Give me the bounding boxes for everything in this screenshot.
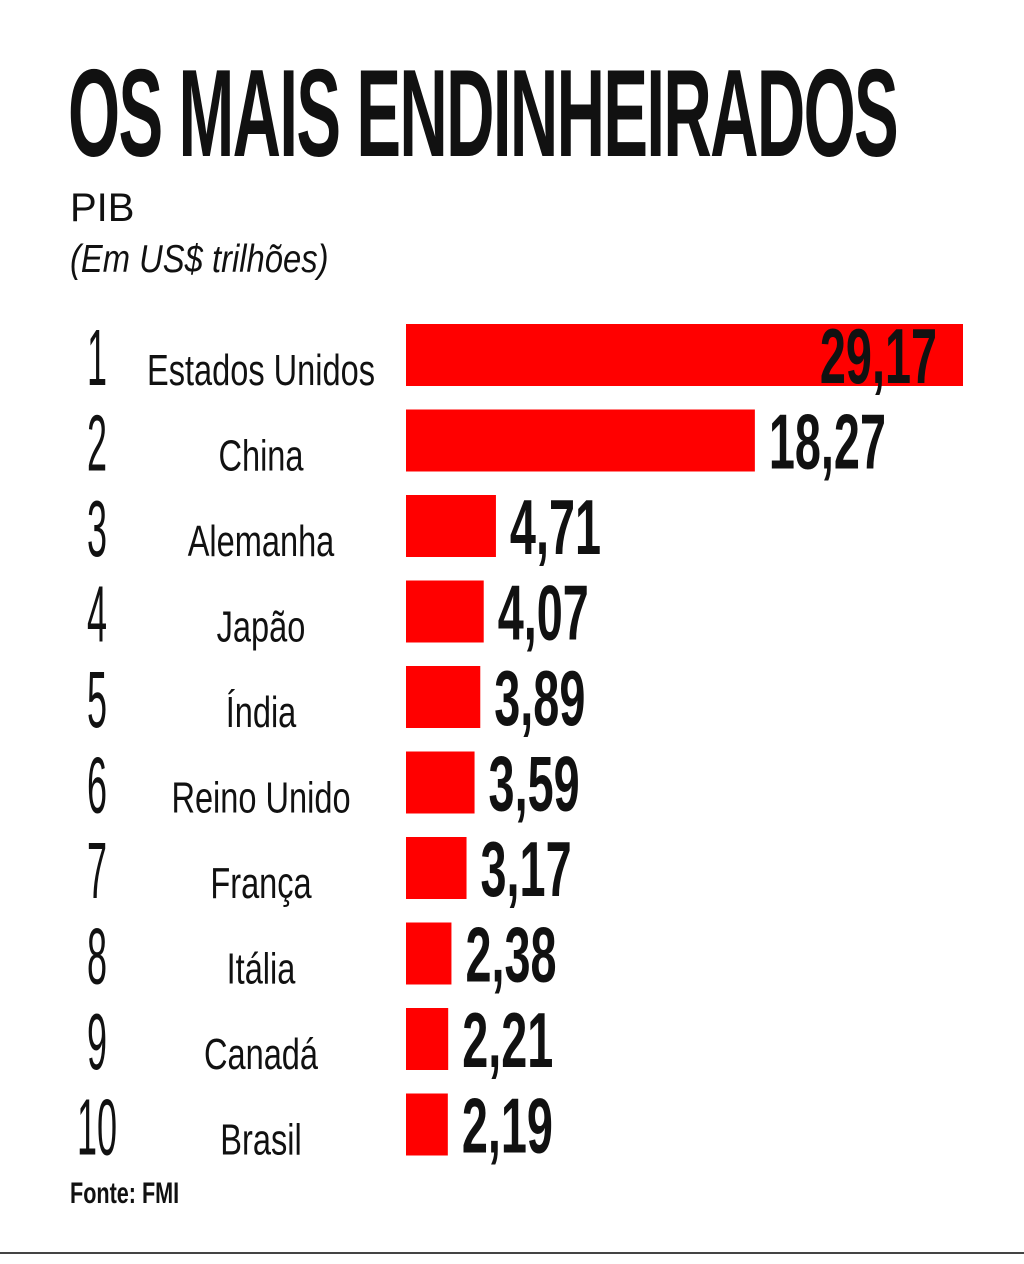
category-label: China xyxy=(218,432,303,481)
bar xyxy=(406,324,963,386)
value-label: 18,27 xyxy=(769,398,886,485)
rank-label: 4 xyxy=(87,571,107,660)
category-label: França xyxy=(210,859,312,908)
value-label: 4,07 xyxy=(498,569,589,656)
category-label: Estados Unidos xyxy=(147,346,375,395)
bar xyxy=(406,922,452,985)
bar xyxy=(406,837,467,899)
bar xyxy=(406,1093,448,1156)
rank-label: 8 xyxy=(87,913,107,1002)
rank-label: 2 xyxy=(87,400,107,489)
bar xyxy=(406,666,481,728)
rank-label: 7 xyxy=(87,827,107,916)
bar xyxy=(406,751,475,814)
bar xyxy=(406,409,755,472)
rank-label: 9 xyxy=(87,998,107,1087)
value-label: 2,38 xyxy=(465,911,556,998)
bottom-rule xyxy=(0,1252,1024,1254)
value-label: 3,59 xyxy=(489,740,580,827)
bar xyxy=(406,580,484,643)
category-label: Alemanha xyxy=(188,517,335,566)
value-label: 29,17 xyxy=(820,313,937,400)
rank-label: 5 xyxy=(87,656,107,745)
rank-label: 3 xyxy=(87,485,107,574)
chart-unit: (Em US$ trilhões) xyxy=(70,238,329,281)
category-label: Brasil xyxy=(220,1116,301,1165)
rank-label: 10 xyxy=(77,1084,117,1170)
value-label: 2,21 xyxy=(462,997,553,1084)
chart-title: OS MAIS ENDINHEIRADOS xyxy=(68,45,899,183)
source-note: Fonte: FMI xyxy=(70,1177,180,1210)
bar-chart: 1 Estados Unidos 29,17 2 China 18,27 3 Alemanha… xyxy=(77,313,963,1170)
value-label: 3,89 xyxy=(494,655,585,742)
category-label: Japão xyxy=(217,603,306,652)
category-label: Reino Unido xyxy=(171,774,350,823)
chart-subtitle: PIB xyxy=(70,186,135,230)
rank-label: 1 xyxy=(87,314,107,403)
category-label: Índia xyxy=(226,688,297,737)
value-label: 3,17 xyxy=(481,826,572,913)
category-label: Itália xyxy=(227,945,296,994)
value-label: 2,19 xyxy=(462,1082,553,1169)
category-label: Canadá xyxy=(204,1030,318,1079)
value-label: 4,71 xyxy=(510,484,601,571)
bar xyxy=(406,495,496,557)
rank-label: 6 xyxy=(87,742,107,831)
bar xyxy=(406,1008,449,1070)
